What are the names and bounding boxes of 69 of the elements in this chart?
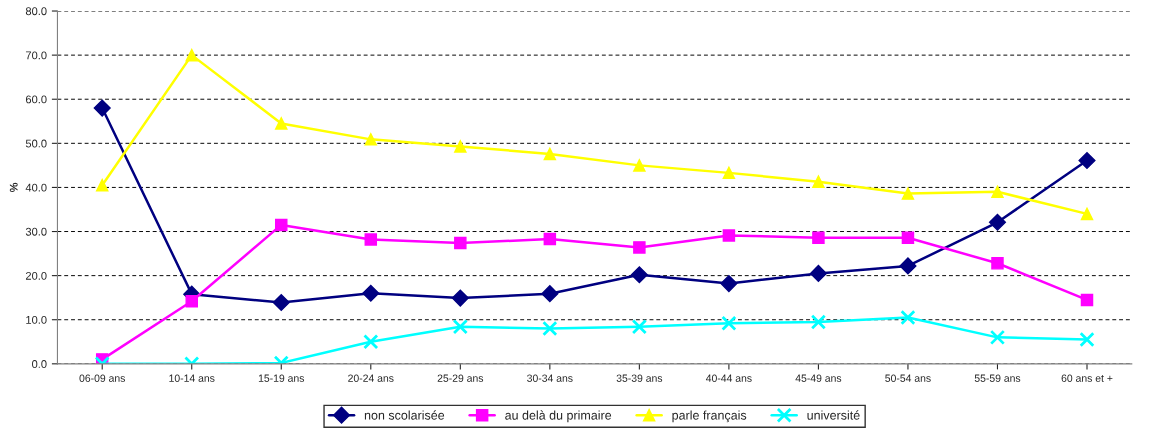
point bbox=[95, 178, 109, 192]
x-tick-label: 20-24 ans bbox=[348, 374, 394, 382]
y-axis-title: % bbox=[9, 182, 18, 193]
point bbox=[364, 133, 378, 146]
point bbox=[721, 315, 737, 331]
point bbox=[899, 257, 917, 275]
y-tick-label: 20.0 bbox=[25, 271, 47, 280]
point bbox=[722, 229, 736, 242]
point bbox=[901, 187, 915, 200]
y-tick-label: 50.0 bbox=[25, 139, 47, 148]
point bbox=[541, 285, 559, 303]
point bbox=[809, 264, 827, 282]
point bbox=[185, 294, 198, 308]
point bbox=[543, 147, 557, 161]
point bbox=[454, 140, 467, 153]
y-tick-label: 10.0 bbox=[26, 315, 47, 324]
point bbox=[543, 232, 557, 246]
point bbox=[452, 319, 468, 335]
legend-label: au delà du primaire bbox=[505, 410, 612, 423]
point bbox=[275, 218, 288, 232]
legend-label: parle français bbox=[672, 410, 747, 423]
point bbox=[900, 309, 916, 326]
x-tick-label: 40-44 ans bbox=[705, 374, 752, 382]
point bbox=[991, 257, 1004, 270]
x-tick-label: 35-39 ans bbox=[616, 374, 663, 382]
x-tick-label: 60 ans et + bbox=[1061, 374, 1113, 382]
x-tick-label: 50-54 ans bbox=[885, 374, 931, 382]
x-tick-label: 55-59 ans bbox=[974, 374, 1021, 382]
legend-label: non scolarisée bbox=[364, 410, 445, 420]
point bbox=[633, 159, 646, 172]
point bbox=[275, 117, 288, 130]
point bbox=[1080, 293, 1094, 307]
y-tick-label: 0.0 bbox=[32, 360, 47, 368]
x-tick-label: 15-19 ans bbox=[258, 374, 305, 382]
x-tick-label: 30-34 ans bbox=[527, 374, 573, 382]
x-tick-label: 45-49 ans bbox=[795, 374, 842, 382]
point bbox=[1079, 331, 1095, 348]
point bbox=[364, 233, 378, 246]
point bbox=[720, 275, 738, 293]
point bbox=[185, 48, 198, 62]
point bbox=[630, 266, 648, 284]
point bbox=[988, 213, 1007, 231]
x-tick-label: 25-29 ans bbox=[437, 374, 484, 382]
point bbox=[451, 289, 469, 307]
point bbox=[633, 241, 646, 254]
y-tick-label: 60.0 bbox=[25, 95, 47, 104]
point bbox=[272, 293, 290, 312]
y-tick-label: 30.0 bbox=[25, 227, 47, 236]
point bbox=[454, 236, 467, 250]
point bbox=[812, 231, 825, 244]
point bbox=[810, 314, 827, 330]
point bbox=[991, 185, 1004, 199]
point bbox=[1078, 151, 1096, 170]
point bbox=[901, 231, 915, 244]
legend-label: université bbox=[807, 410, 860, 420]
point bbox=[362, 284, 380, 302]
point bbox=[989, 329, 1006, 346]
point bbox=[722, 166, 736, 180]
x-tick-label: 10-14 ans bbox=[169, 374, 215, 382]
point bbox=[1080, 207, 1094, 221]
point bbox=[363, 334, 379, 350]
point bbox=[93, 99, 111, 117]
point bbox=[631, 319, 648, 335]
y-tick-label: 70.0 bbox=[25, 51, 47, 60]
point bbox=[542, 320, 558, 337]
y-tick-label: 80.0 bbox=[25, 7, 47, 16]
x-tick-label: 06-09 ans bbox=[79, 374, 125, 382]
point bbox=[812, 175, 825, 188]
y-tick-label: 40.0 bbox=[25, 183, 47, 192]
